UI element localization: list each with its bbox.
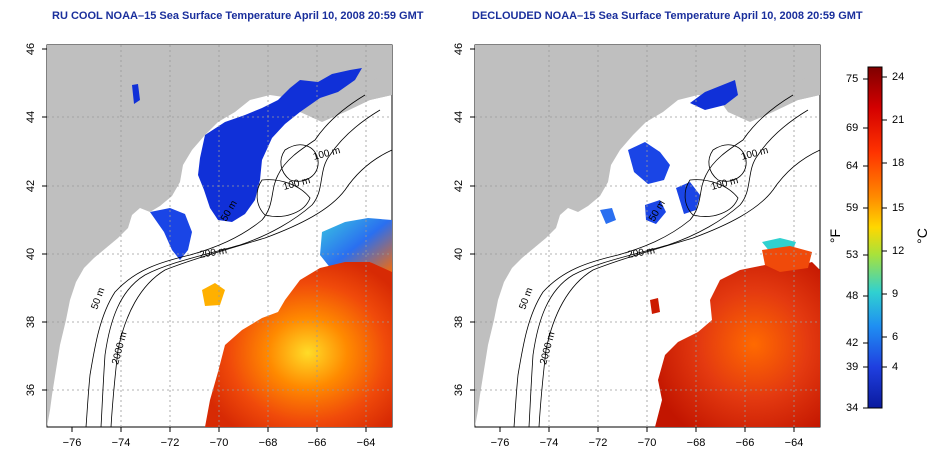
celsius-tick-21: 21 <box>892 114 905 126</box>
celsius-tick-24: 24 <box>892 71 905 83</box>
fahrenheit-tick-48: 48 <box>846 290 859 302</box>
left-y-tick: 36 <box>25 384 37 396</box>
right-x-tick: −74 <box>540 437 559 449</box>
celsius-tick-18: 18 <box>892 157 905 169</box>
left-land <box>47 45 392 427</box>
left-x-tick: −70 <box>210 437 229 449</box>
colorbar <box>863 66 887 409</box>
right-cold-patch-3 <box>676 182 700 214</box>
right-y-tick-labels: 36 38 40 42 44 46 <box>453 43 465 396</box>
fahrenheit-unit-label: °F <box>827 228 844 244</box>
right-y-tick: 46 <box>453 43 465 55</box>
left-panel-title: RU COOL NOAA–15 Sea Surface Temperature … <box>52 10 424 22</box>
left-y-tick-labels: 36 38 40 42 44 46 <box>25 43 37 396</box>
right-y-tick: 36 <box>453 384 465 396</box>
left-y-tick: 40 <box>25 248 37 260</box>
right-contours <box>513 94 821 428</box>
left-x-tick: −72 <box>161 437 180 449</box>
right-panel-title: DECLOUDED NOAA–15 Sea Surface Temperatur… <box>472 10 863 22</box>
celsius-unit-label: °C <box>913 228 930 244</box>
left-warm-water <box>205 262 392 427</box>
right-map: 100 m 100 m 50 m 200 m 50 m 2000 m −76 −… <box>453 43 821 449</box>
left-shelf-front <box>320 218 392 275</box>
right-gridlines <box>475 45 820 427</box>
right-x-tick: −66 <box>736 437 755 449</box>
fahrenheit-tick-69: 69 <box>846 122 859 134</box>
right-x-tick-labels: −76 −74 −72 −70 −68 −66 −64 <box>491 437 804 449</box>
right-axis-ticks <box>470 48 795 432</box>
left-x-tick: −68 <box>259 437 278 449</box>
right-x-tick: −64 <box>785 437 804 449</box>
left-nova-scotia <box>300 72 392 122</box>
left-cold-spot <box>132 84 140 104</box>
fahrenheit-tick-42: 42 <box>846 337 859 349</box>
right-x-tick: −70 <box>638 437 657 449</box>
left-cold-water <box>198 68 362 222</box>
right-x-tick: −76 <box>491 437 510 449</box>
right-x-tick: −72 <box>589 437 608 449</box>
colorbar-ticks <box>863 76 887 409</box>
left-axis-ticks <box>42 48 367 432</box>
celsius-tick-9: 9 <box>892 288 899 300</box>
left-cold-patch <box>150 208 192 260</box>
fahrenheit-tick-75: 75 <box>846 73 859 85</box>
left-y-tick: 46 <box>25 43 37 55</box>
right-contour-label-4: 200 m <box>627 245 656 261</box>
fahrenheit-tick-59: 59 <box>846 202 859 214</box>
colorbar-gradient <box>867 66 883 409</box>
celsius-tick-6: 6 <box>892 331 899 343</box>
left-contours <box>85 94 393 428</box>
right-cold-patch-5 <box>600 208 616 224</box>
right-land <box>475 45 820 427</box>
left-x-tick-labels: −76 −74 −72 −70 −68 −66 −64 <box>63 437 376 449</box>
left-y-tick: 44 <box>25 111 37 123</box>
right-cold-patch-2 <box>628 142 670 184</box>
left-y-tick: 42 <box>25 180 37 192</box>
right-y-tick: 42 <box>453 180 465 192</box>
left-y-tick: 38 <box>25 316 37 328</box>
fahrenheit-tick-53: 53 <box>846 249 859 261</box>
fahrenheit-tick-39: 39 <box>846 361 859 373</box>
left-gridlines <box>47 45 392 427</box>
right-cold-patch-1 <box>690 80 738 110</box>
left-x-tick: −74 <box>112 437 131 449</box>
right-y-tick: 38 <box>453 316 465 328</box>
right-y-tick: 44 <box>453 111 465 123</box>
celsius-tick-12: 12 <box>892 245 905 257</box>
left-map: 100 m 100 m 50 m 200 m 50 m 2000 m −76 −… <box>25 43 393 449</box>
celsius-tick-4: 4 <box>892 361 899 373</box>
fahrenheit-tick-34: 34 <box>846 402 859 414</box>
left-x-tick: −64 <box>357 437 376 449</box>
left-x-tick: −76 <box>63 437 82 449</box>
right-warm-blob <box>762 246 812 272</box>
right-x-tick: −68 <box>687 437 706 449</box>
left-x-tick: −66 <box>308 437 327 449</box>
right-warm-spot <box>650 298 660 314</box>
celsius-tick-15: 15 <box>892 202 905 214</box>
right-nova-scotia <box>728 72 820 122</box>
fahrenheit-tick-64: 64 <box>846 160 859 172</box>
left-contour-label-4: 200 m <box>199 245 228 261</box>
right-cold-patch-4 <box>645 200 666 224</box>
right-y-tick: 40 <box>453 248 465 260</box>
